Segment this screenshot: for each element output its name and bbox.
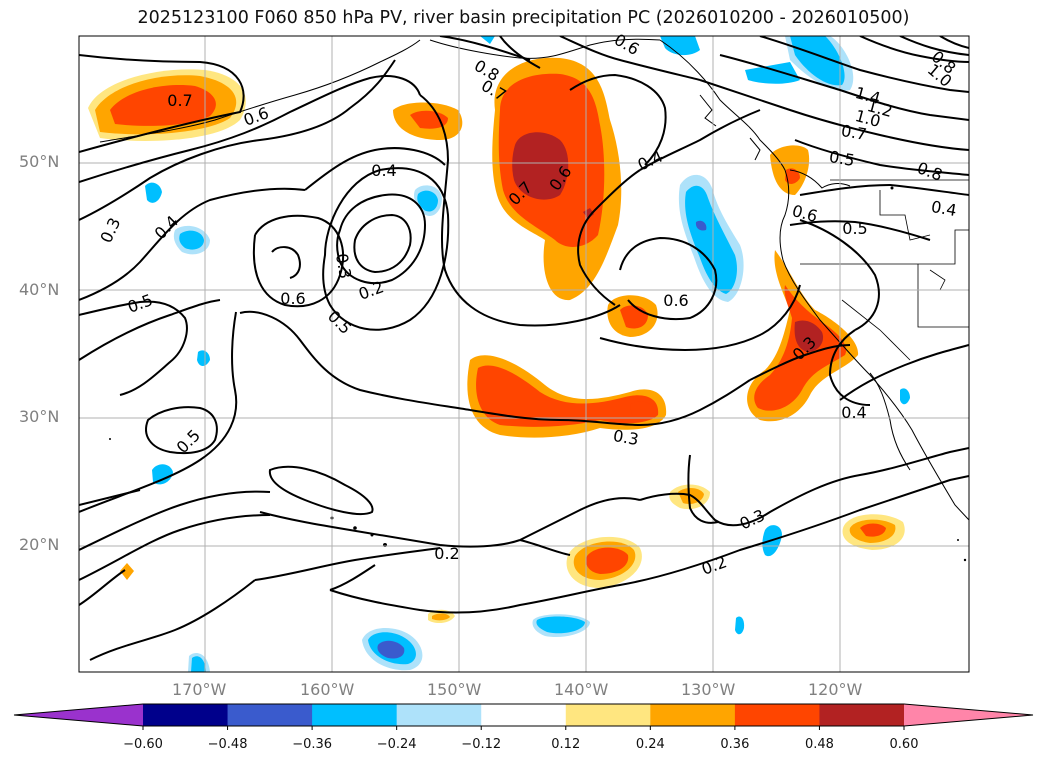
- colorbar-extend-low: [14, 704, 143, 726]
- contour-label: 0.3: [612, 426, 640, 449]
- contour-label: 0.5: [828, 147, 856, 170]
- colorbar-tick-label: −0.12: [461, 737, 502, 752]
- pv-contours: [79, 36, 969, 661]
- lat-label-20n: 20°N: [19, 535, 60, 554]
- colorbar-segment: [481, 704, 567, 726]
- colorbar: [13, 703, 1034, 730]
- lon-label-140w: 140°W: [554, 680, 609, 699]
- lat-label-40n: 40°N: [19, 280, 60, 299]
- colorbar-tick-label: 0.24: [635, 737, 665, 752]
- contour-label: 0.2: [434, 544, 459, 563]
- lat-label-30n: 30°N: [19, 407, 60, 426]
- coastlines: [99, 38, 969, 521]
- contour-label: 0.4: [841, 403, 866, 422]
- colorbar-segment: [312, 704, 398, 726]
- colorbar-tick-label: 0.12: [551, 737, 581, 752]
- colorbar-segment: [819, 704, 905, 726]
- lon-label-130w: 130°W: [681, 680, 736, 699]
- lon-label-120w: 120°W: [808, 680, 863, 699]
- colorbar-tick-label: −0.24: [376, 737, 417, 752]
- contour-label: 0.6: [663, 291, 688, 310]
- political-boundaries: [800, 179, 969, 361]
- plot-frame: [78, 35, 970, 673]
- lon-label-160w: 160°W: [300, 680, 355, 699]
- colorbar-tick-label: 0.60: [889, 737, 919, 752]
- colorbar-tick-label: 0.36: [720, 737, 750, 752]
- contour-label: 0.7: [167, 91, 192, 110]
- lon-label-150w: 150°W: [427, 680, 482, 699]
- graticule: [79, 36, 969, 672]
- colorbar-segment: [565, 704, 651, 726]
- contour-label: 0.7: [840, 121, 868, 144]
- colorbar-extend-high: [904, 704, 1033, 726]
- colorbar-tick-label: 0.48: [804, 737, 834, 752]
- colorbar-segment: [227, 704, 313, 726]
- contour-label: 0.4: [371, 161, 396, 180]
- contour-label: 0.3: [332, 252, 355, 280]
- colorbar-segment: [396, 704, 482, 726]
- lon-label-170w: 170°W: [172, 680, 227, 699]
- colorbar-tick-label: −0.48: [207, 737, 248, 752]
- colorbar-segment: [734, 704, 820, 726]
- contour-label: 0.5: [842, 219, 867, 238]
- colorbar-segment: [143, 704, 229, 726]
- colorbar-segment: [650, 704, 736, 726]
- contour-label: 0.4: [930, 197, 958, 220]
- map-title: 2025123100 F060 850 hPa PV, river basin …: [137, 8, 910, 28]
- lat-label-50n: 50°N: [19, 152, 60, 171]
- contour-label: 0.6: [280, 289, 305, 308]
- colorbar-tick-label: −0.60: [123, 737, 163, 752]
- colorbar-tick-label: −0.36: [292, 737, 333, 752]
